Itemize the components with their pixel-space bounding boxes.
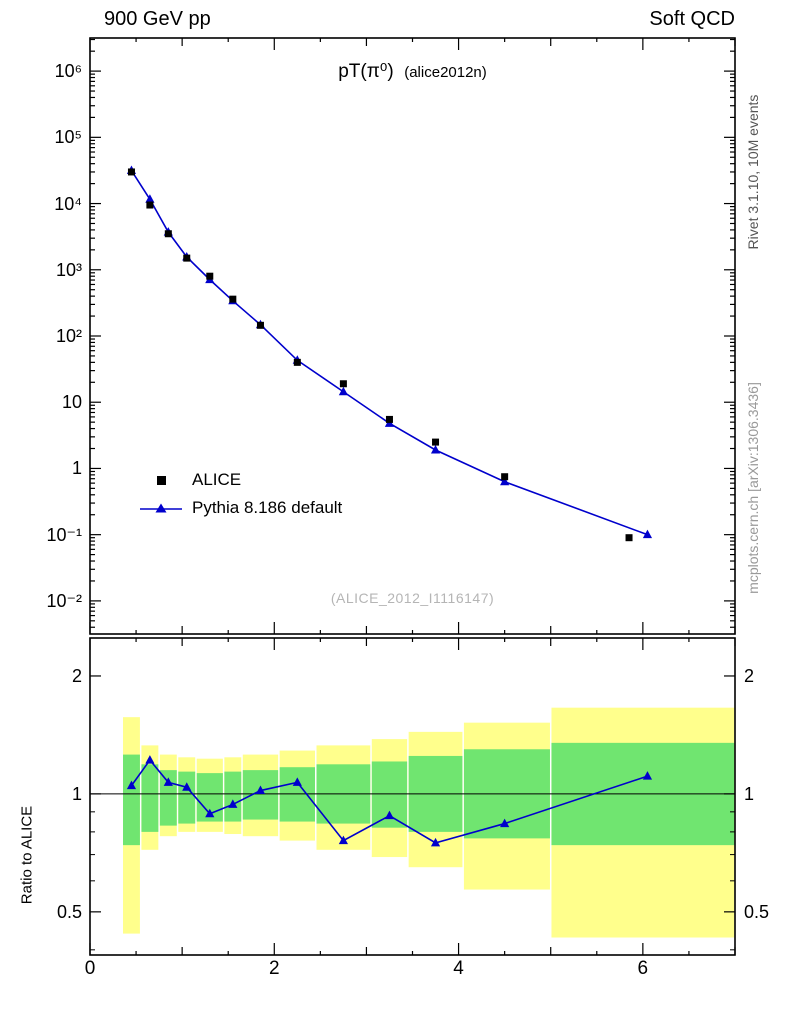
legend: ALICE Pythia 8.186 default: [138, 466, 342, 522]
tick-label: 10⁻²: [46, 590, 82, 611]
legend-item-mc: Pythia 8.186 default: [138, 494, 342, 522]
analysis-id-watermark: (ALICE_2012_I1116147): [330, 590, 495, 606]
tick-label: 1: [71, 783, 82, 804]
legend-label-data: ALICE: [192, 470, 242, 489]
tick-label: 10⁴: [54, 193, 82, 214]
tick-label: 10⁵: [54, 127, 82, 148]
tick-label: 6: [637, 958, 649, 979]
tick-label: 2: [71, 665, 82, 686]
tick-label: 4: [453, 958, 464, 979]
analysis-short-label: (alice2012n): [404, 64, 487, 81]
tick-label: 10²: [55, 326, 82, 346]
tick-label: 0.5: [56, 901, 82, 922]
tick-label: 1: [744, 783, 755, 804]
ratio-y-axis-labels-left: 0.5 1 2: [0, 0, 82, 1024]
tick-label: 0: [84, 958, 96, 979]
main-y-axis-labels: 10⁻² 10⁻¹ 1 10 10² 10³ 10⁴ 10⁵ 10⁶: [0, 0, 82, 1024]
tick-label: 1: [71, 458, 82, 479]
tick-label: 2: [744, 665, 755, 686]
tick-label: 10: [61, 392, 82, 413]
legend-item-data: ALICE: [138, 466, 342, 494]
tick-label: 10⁻¹: [46, 524, 82, 545]
plot-title: pT(π⁰) (alice2012n): [90, 60, 735, 83]
square-marker-icon: [138, 475, 184, 485]
legend-label-mc: Pythia 8.186 default: [192, 498, 343, 517]
observable-label: pT(π⁰): [338, 61, 394, 82]
tick-label: 0.5: [744, 901, 770, 922]
process-group-label: Soft QCD: [649, 8, 735, 30]
ratio-y-axis-labels-right: 0.5 1 2: [744, 0, 786, 1024]
tick-label: 10³: [55, 259, 82, 280]
triangle-marker-icon: [138, 501, 184, 515]
beam-energy-label: 900 GeV pp: [104, 8, 211, 30]
tick-label: 2: [268, 958, 280, 979]
x-axis-labels: 0 2 4 6: [0, 958, 786, 988]
tick-label: 10⁶: [54, 61, 82, 82]
